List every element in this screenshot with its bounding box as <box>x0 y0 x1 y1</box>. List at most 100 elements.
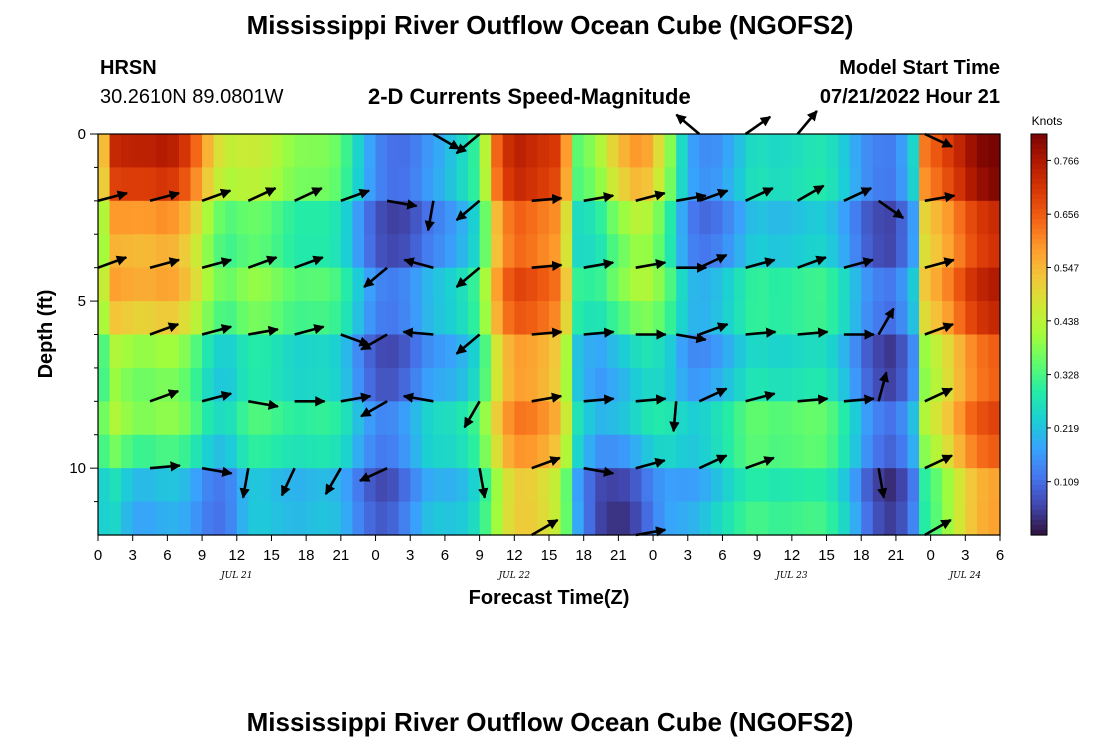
heatmap-cell <box>525 501 539 536</box>
heatmap-cell <box>340 200 354 235</box>
colorbar-step <box>1031 364 1047 371</box>
heatmap-cell <box>259 134 273 169</box>
heatmap-cell <box>676 434 689 469</box>
heatmap-cell <box>861 434 874 469</box>
heatmap-cell <box>895 434 909 469</box>
heatmap-cell <box>895 301 909 336</box>
heatmap-cell <box>583 167 596 202</box>
heatmap-cell <box>178 468 192 503</box>
heatmap-cell <box>271 434 284 469</box>
current-vector <box>201 257 233 269</box>
heatmap-cell <box>121 301 134 336</box>
heatmap-cell <box>433 367 446 402</box>
current-vector <box>340 392 372 403</box>
heatmap-cell <box>387 434 400 469</box>
heatmap-cell <box>838 367 851 402</box>
heatmap-cell <box>340 301 354 336</box>
heatmap-cell <box>514 200 527 235</box>
heatmap-cell <box>780 401 793 436</box>
heatmap-cell <box>329 434 342 469</box>
heatmap-cell <box>988 301 1001 336</box>
plot-title: 2-D Currents Speed-Magnitude <box>368 84 691 109</box>
heatmap-cell <box>814 134 828 169</box>
current-vector <box>583 466 615 477</box>
colorbar-step <box>1031 334 1047 341</box>
x-tick-label: 3 <box>129 547 137 564</box>
current-vector <box>149 389 180 403</box>
heatmap-cell <box>953 401 966 436</box>
heatmap-cell <box>618 167 631 202</box>
heatmap-cell <box>178 401 192 436</box>
colorbar-tick-label: 0.547 <box>1054 264 1079 275</box>
heatmap-cell <box>895 267 909 302</box>
heatmap-cell <box>514 167 527 202</box>
colorbar-tick-label: 0.656 <box>1054 210 1079 221</box>
heatmap-cell <box>710 401 724 436</box>
heatmap-cell <box>791 468 805 503</box>
heatmap-cell <box>722 334 735 369</box>
heatmap-cell <box>953 301 966 336</box>
heatmap-cell <box>444 501 458 536</box>
heatmap-cell <box>525 434 539 469</box>
heatmap-cell <box>479 267 492 302</box>
colorbar-step <box>1031 144 1047 150</box>
heatmap-cell <box>271 468 284 503</box>
current-vector <box>455 333 481 355</box>
heatmap-cell <box>271 501 284 536</box>
heatmap-cell <box>121 334 134 369</box>
heatmap-cell <box>710 267 724 302</box>
current-vector <box>324 467 342 495</box>
heatmap-cell <box>895 401 909 436</box>
heatmap-cell <box>225 234 238 269</box>
heatmap-cell <box>109 434 122 469</box>
heatmap-cell <box>259 167 273 202</box>
heatmap-cell <box>306 167 319 202</box>
heatmap-cell <box>202 301 215 336</box>
heatmap-cell <box>294 200 307 235</box>
current-vector <box>201 324 233 336</box>
heatmap-cell <box>329 167 342 202</box>
colorbar-step <box>1031 249 1047 255</box>
heatmap-cell <box>283 501 296 536</box>
heatmap-cell <box>121 468 134 503</box>
heatmap-cell <box>687 234 700 269</box>
heatmap-cell <box>225 134 238 169</box>
heatmap-cell <box>178 234 192 269</box>
date-label: JUL 22 <box>497 571 531 581</box>
date-label: JUL 21 <box>219 571 252 581</box>
heatmap-cell <box>525 134 539 169</box>
heatmap-cell <box>907 367 920 402</box>
heatmap-cell <box>155 401 168 436</box>
heatmap-cell <box>167 200 180 235</box>
heatmap-cell <box>306 434 319 469</box>
heatmap-cell <box>930 234 943 269</box>
heatmap-cell <box>618 267 631 302</box>
heatmap-cell <box>838 134 851 169</box>
heatmap-cell <box>98 234 111 269</box>
heatmap-cell <box>676 501 689 536</box>
heatmap-cell <box>583 501 596 536</box>
heatmap-cell <box>283 234 296 269</box>
heatmap-cell <box>583 234 596 269</box>
heatmap-cell <box>525 301 539 336</box>
current-vector <box>924 132 953 148</box>
heatmap-cell <box>410 468 423 503</box>
heatmap-cell <box>98 167 111 202</box>
current-vector <box>294 255 324 269</box>
heatmap-cell <box>178 434 192 469</box>
heatmap-cell <box>687 267 700 302</box>
heatmap-cell <box>653 301 666 336</box>
heatmap-cell <box>352 134 365 169</box>
current-vector <box>635 394 667 405</box>
heatmap-cell <box>317 134 330 169</box>
heatmap-cell <box>919 267 932 302</box>
heatmap-cell <box>259 501 273 536</box>
heatmap-cell <box>329 367 342 402</box>
current-vector <box>531 392 563 403</box>
heatmap-cell <box>225 401 238 436</box>
heatmap-cell <box>491 234 504 269</box>
heatmap-cell <box>537 434 550 469</box>
heatmap-cell <box>919 468 932 503</box>
heatmap-cell <box>583 434 596 469</box>
heatmap-cell <box>202 468 215 503</box>
